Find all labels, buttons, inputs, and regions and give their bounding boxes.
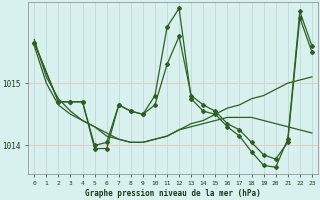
X-axis label: Graphe pression niveau de la mer (hPa): Graphe pression niveau de la mer (hPa) xyxy=(85,189,261,198)
